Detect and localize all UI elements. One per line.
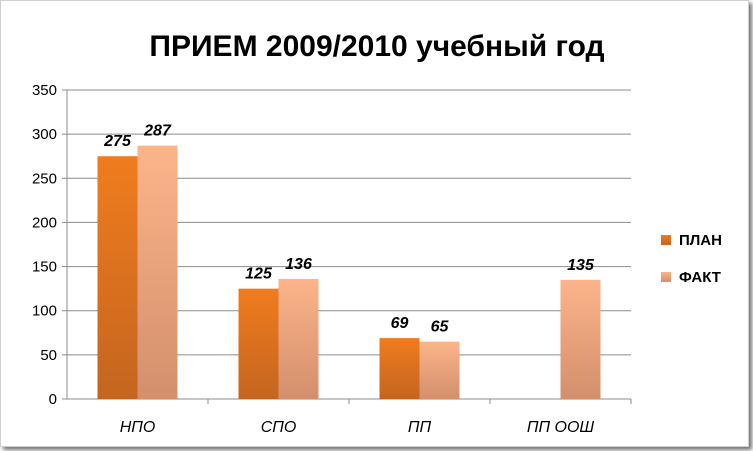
legend-swatch xyxy=(661,272,671,282)
y-tick-label: 100 xyxy=(32,303,57,320)
legend-label: ФАКТ xyxy=(679,269,721,286)
bar-plan xyxy=(238,288,279,399)
bar-fakt xyxy=(137,145,178,399)
data-label: 125 xyxy=(245,266,273,283)
x-category-label: СПО xyxy=(261,419,297,436)
legend: ПЛАН ФАКТ xyxy=(661,232,722,286)
bars xyxy=(97,145,601,399)
y-tick-label: 350 xyxy=(32,82,57,99)
bar-fakt xyxy=(278,278,319,399)
data-label: 275 xyxy=(103,133,132,150)
legend-swatch xyxy=(661,235,671,245)
bar-fakt xyxy=(419,341,460,399)
y-tick-label: 50 xyxy=(40,347,57,364)
data-labels: 275 287 125 136 69 65 135 xyxy=(103,123,595,336)
y-tick-label: 200 xyxy=(32,214,57,231)
data-label: 69 xyxy=(391,315,409,332)
y-tick-label: 300 xyxy=(32,126,57,143)
data-label: 135 xyxy=(567,257,595,274)
x-category-label: НПО xyxy=(120,419,156,436)
y-tick-label: 250 xyxy=(32,170,57,187)
bar-fakt xyxy=(560,279,601,399)
data-label: 136 xyxy=(285,256,312,273)
y-tick-label: 0 xyxy=(49,391,57,408)
data-label: 287 xyxy=(143,123,172,140)
chart-title: ПРИЕМ 2009/2010 учебный год xyxy=(149,30,604,63)
bar-chart: ПРИЕМ 2009/2010 учебный год 0 50 100 150 200… xyxy=(32,30,722,436)
bar-plan xyxy=(379,338,420,399)
axes: 0 50 100 150 200 250 300 350 НПО СПО ПП ПП ООШ xyxy=(32,82,632,436)
bar-plan xyxy=(97,156,138,399)
legend-label: ПЛАН xyxy=(679,232,722,249)
data-label: 65 xyxy=(431,319,450,336)
x-category-label: ПП xyxy=(408,419,432,436)
y-tick-label: 150 xyxy=(32,259,57,276)
x-category-label: ПП ООШ xyxy=(527,419,595,436)
